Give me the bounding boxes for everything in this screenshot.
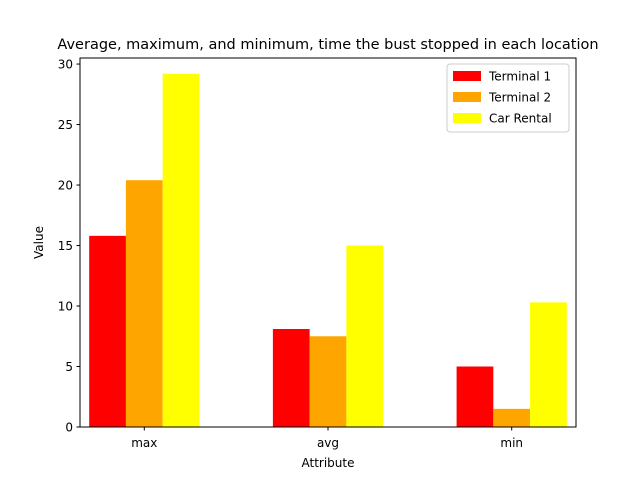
y-axis-title: Value bbox=[32, 226, 46, 259]
y-tick-label: 0 bbox=[65, 420, 73, 434]
bar-car-rental-avg bbox=[346, 245, 384, 427]
x-tick-label: min bbox=[500, 436, 523, 450]
y-tick-label: 25 bbox=[58, 118, 73, 132]
legend: Terminal 1 Terminal 2 Car Rental bbox=[446, 63, 570, 133]
bar-terminal-1-max bbox=[89, 235, 126, 427]
y-tick-label: 15 bbox=[58, 239, 73, 253]
bar-terminal-2-max bbox=[125, 180, 163, 427]
legend-label: Car Rental bbox=[489, 112, 552, 126]
bar-car-rental-max bbox=[162, 73, 200, 427]
y-tick-label: 20 bbox=[58, 178, 73, 192]
bars-layer bbox=[89, 73, 567, 427]
y-tick-label: 5 bbox=[65, 360, 73, 374]
legend-label: Terminal 2 bbox=[488, 91, 551, 105]
x-axis-title: Attribute bbox=[302, 456, 355, 470]
chart-title: Average, maximum, and minimum, time the … bbox=[57, 37, 598, 53]
bar-terminal-1-min bbox=[456, 366, 494, 427]
bar-terminal-1-avg bbox=[272, 329, 310, 427]
y-tick-label: 10 bbox=[58, 299, 73, 313]
bar-terminal-2-min bbox=[493, 408, 531, 427]
x-axis: max avg min bbox=[131, 427, 523, 450]
y-tick-label: 30 bbox=[58, 57, 73, 71]
bar-car-rental-min bbox=[530, 302, 567, 427]
legend-label: Terminal 1 bbox=[488, 70, 551, 84]
legend-swatch bbox=[453, 71, 481, 81]
x-tick-label: avg bbox=[317, 436, 339, 450]
x-tick-label: max bbox=[131, 436, 157, 450]
legend-swatch bbox=[453, 92, 481, 102]
y-axis: 0 5 10 15 20 25 30 bbox=[58, 57, 80, 434]
bar-terminal-2-avg bbox=[309, 336, 347, 427]
legend-swatch bbox=[453, 113, 481, 123]
